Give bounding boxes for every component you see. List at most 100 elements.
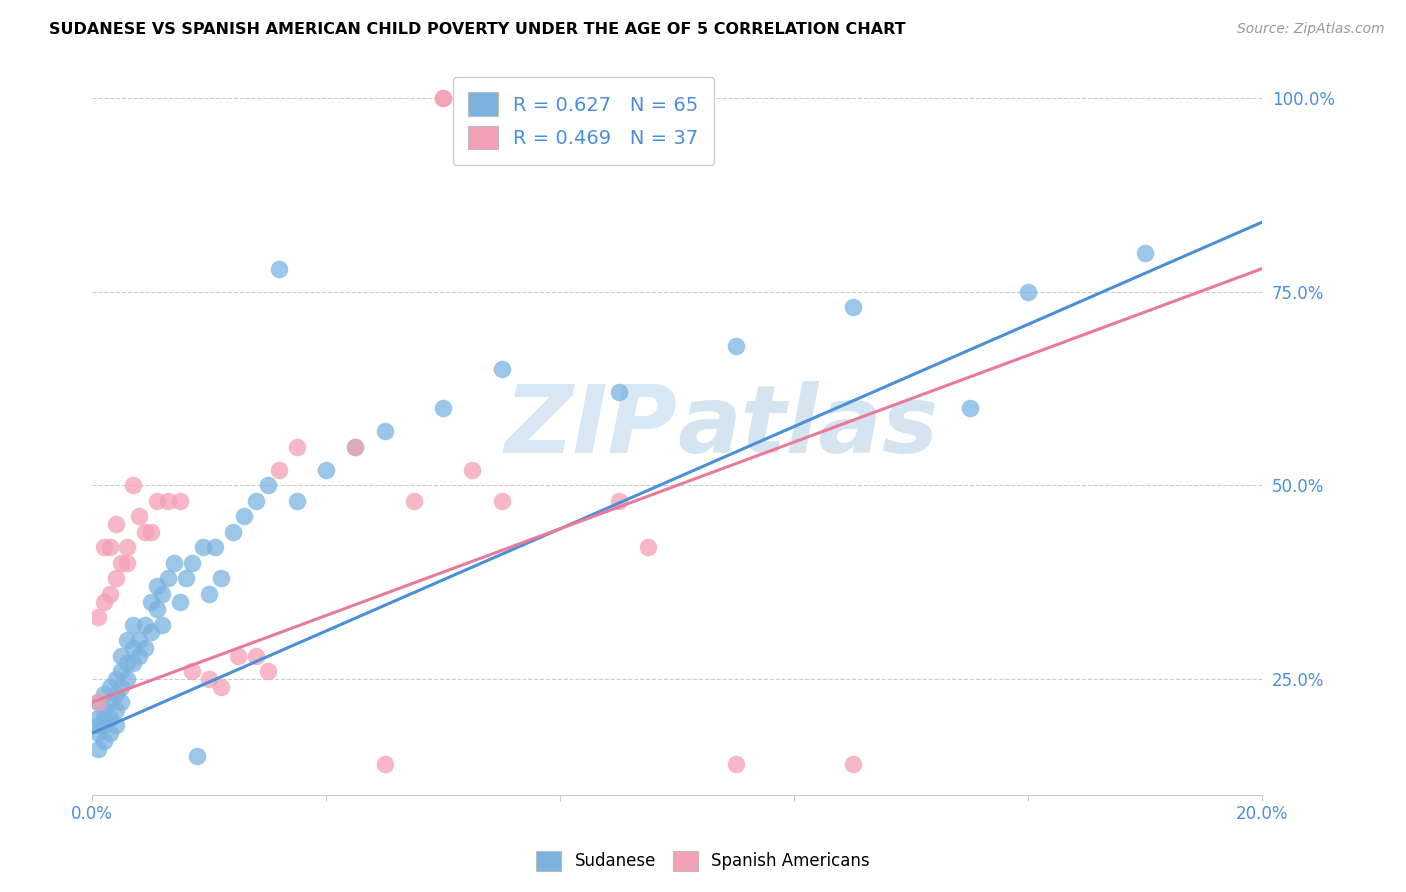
Point — [117, 672, 139, 686]
Point — [209, 680, 232, 694]
Point — [93, 711, 115, 725]
Point — [180, 556, 202, 570]
Point — [110, 664, 132, 678]
Point — [432, 91, 454, 105]
Point — [285, 440, 308, 454]
Point — [110, 648, 132, 663]
Text: SUDANESE VS SPANISH AMERICAN CHILD POVERTY UNDER THE AGE OF 5 CORRELATION CHART: SUDANESE VS SPANISH AMERICAN CHILD POVER… — [49, 22, 905, 37]
Point — [637, 541, 659, 555]
Point — [104, 687, 127, 701]
Point — [432, 401, 454, 415]
Point — [87, 741, 110, 756]
Point — [315, 463, 337, 477]
Point — [607, 494, 630, 508]
Text: atlas: atlas — [678, 382, 938, 474]
Point — [724, 339, 747, 353]
Point — [491, 362, 513, 376]
Text: Source: ZipAtlas.com: Source: ZipAtlas.com — [1237, 22, 1385, 37]
Point — [87, 695, 110, 709]
Point — [98, 695, 121, 709]
Point — [150, 617, 173, 632]
Point — [93, 734, 115, 748]
Point — [841, 757, 863, 772]
Point — [117, 541, 139, 555]
Point — [607, 385, 630, 400]
Point — [117, 633, 139, 648]
Point — [145, 602, 167, 616]
Point — [87, 695, 110, 709]
Point — [139, 524, 162, 539]
Point — [285, 494, 308, 508]
Point — [98, 726, 121, 740]
Point — [98, 711, 121, 725]
Point — [269, 261, 291, 276]
Point — [98, 680, 121, 694]
Text: ZIP: ZIP — [505, 382, 678, 474]
Point — [491, 494, 513, 508]
Point — [374, 424, 396, 438]
Point — [93, 703, 115, 717]
Point — [724, 757, 747, 772]
Point — [245, 494, 267, 508]
Point — [104, 571, 127, 585]
Point — [128, 633, 150, 648]
Point — [233, 509, 256, 524]
Point — [134, 640, 156, 655]
Point — [93, 687, 115, 701]
Point — [169, 494, 191, 508]
Point — [157, 494, 180, 508]
Point — [87, 718, 110, 732]
Point — [110, 695, 132, 709]
Point — [228, 648, 250, 663]
Point — [104, 718, 127, 732]
Point — [461, 463, 484, 477]
Point — [186, 749, 208, 764]
Point — [145, 494, 167, 508]
Point — [122, 657, 145, 671]
Point — [122, 478, 145, 492]
Point — [93, 594, 115, 608]
Point — [198, 587, 221, 601]
Point — [87, 726, 110, 740]
Point — [104, 703, 127, 717]
Point — [98, 541, 121, 555]
Point — [432, 91, 454, 105]
Point — [163, 556, 186, 570]
Point — [402, 494, 425, 508]
Point — [93, 718, 115, 732]
Point — [269, 463, 291, 477]
Point — [87, 711, 110, 725]
Point — [128, 648, 150, 663]
Point — [198, 672, 221, 686]
Point — [134, 524, 156, 539]
Legend: Sudanese, Spanish Americans: Sudanese, Spanish Americans — [529, 842, 877, 880]
Point — [104, 672, 127, 686]
Point — [256, 478, 278, 492]
Point — [959, 401, 981, 415]
Point — [221, 524, 243, 539]
Point — [174, 571, 197, 585]
Point — [117, 657, 139, 671]
Point — [145, 579, 167, 593]
Point — [117, 556, 139, 570]
Point — [139, 625, 162, 640]
Point — [1133, 246, 1156, 260]
Point — [134, 617, 156, 632]
Point — [1017, 285, 1039, 299]
Point — [122, 640, 145, 655]
Legend: R = 0.627   N = 65, R = 0.469   N = 37: R = 0.627 N = 65, R = 0.469 N = 37 — [453, 77, 714, 165]
Point — [122, 617, 145, 632]
Point — [344, 440, 367, 454]
Point — [98, 587, 121, 601]
Point — [150, 587, 173, 601]
Point — [139, 594, 162, 608]
Point — [87, 610, 110, 624]
Point — [245, 648, 267, 663]
Point — [110, 556, 132, 570]
Point — [180, 664, 202, 678]
Point — [169, 594, 191, 608]
Point — [209, 571, 232, 585]
Point — [110, 680, 132, 694]
Point — [204, 541, 226, 555]
Point — [193, 541, 215, 555]
